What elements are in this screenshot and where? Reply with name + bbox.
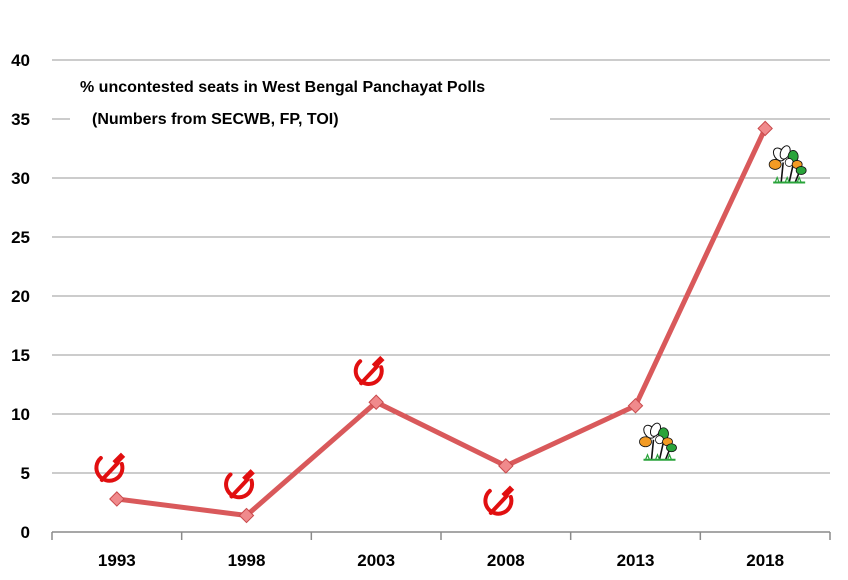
data-point: [498, 458, 514, 474]
chart-subtitle: (Numbers from SECWB, FP, TOI): [92, 111, 339, 128]
twin-flowers-icon: [768, 143, 808, 184]
x-axis: [51, 531, 831, 540]
y-tick-label: 15: [11, 346, 30, 365]
data-point: [627, 397, 644, 414]
data-point: [109, 491, 125, 507]
y-tick-label: 30: [11, 169, 30, 188]
hammer-sickle-icon: [353, 353, 387, 386]
y-tick-label: 40: [11, 51, 30, 70]
hammer-sickle-icon: [94, 450, 128, 483]
x-axis-ticks: 1993 1998 2003 2008 2013 2018: [98, 551, 784, 570]
series-layer: [109, 120, 773, 524]
y-tick-label: 0: [21, 523, 30, 542]
data-point: [368, 394, 384, 410]
y-tick-label: 20: [11, 287, 30, 306]
data-point: [238, 507, 255, 524]
data-point: [757, 120, 773, 137]
y-tick-label: 25: [11, 228, 30, 247]
twin-flowers-icon: [638, 420, 678, 461]
x-tick-label: 2008: [487, 551, 525, 570]
series-line: [114, 125, 768, 518]
x-tick-label: 2013: [617, 551, 655, 570]
hammer-sickle-icon: [483, 483, 517, 516]
x-tick-label: 2018: [746, 551, 784, 570]
x-tick-label: 2003: [357, 551, 395, 570]
chart-title: % uncontested seats in West Bengal Panch…: [80, 79, 485, 96]
x-tick-label: 1998: [228, 551, 266, 570]
x-tick-label: 1993: [98, 551, 136, 570]
y-tick-label: 10: [11, 405, 30, 424]
chart-title-block: % uncontested seats in West Bengal Panch…: [70, 68, 550, 136]
y-axis-ticks: 0 5 10 15 20 25 30 35 40: [11, 51, 30, 542]
y-tick-label: 5: [21, 464, 30, 483]
y-tick-label: 35: [11, 110, 30, 129]
annotations-layer: [94, 143, 808, 516]
